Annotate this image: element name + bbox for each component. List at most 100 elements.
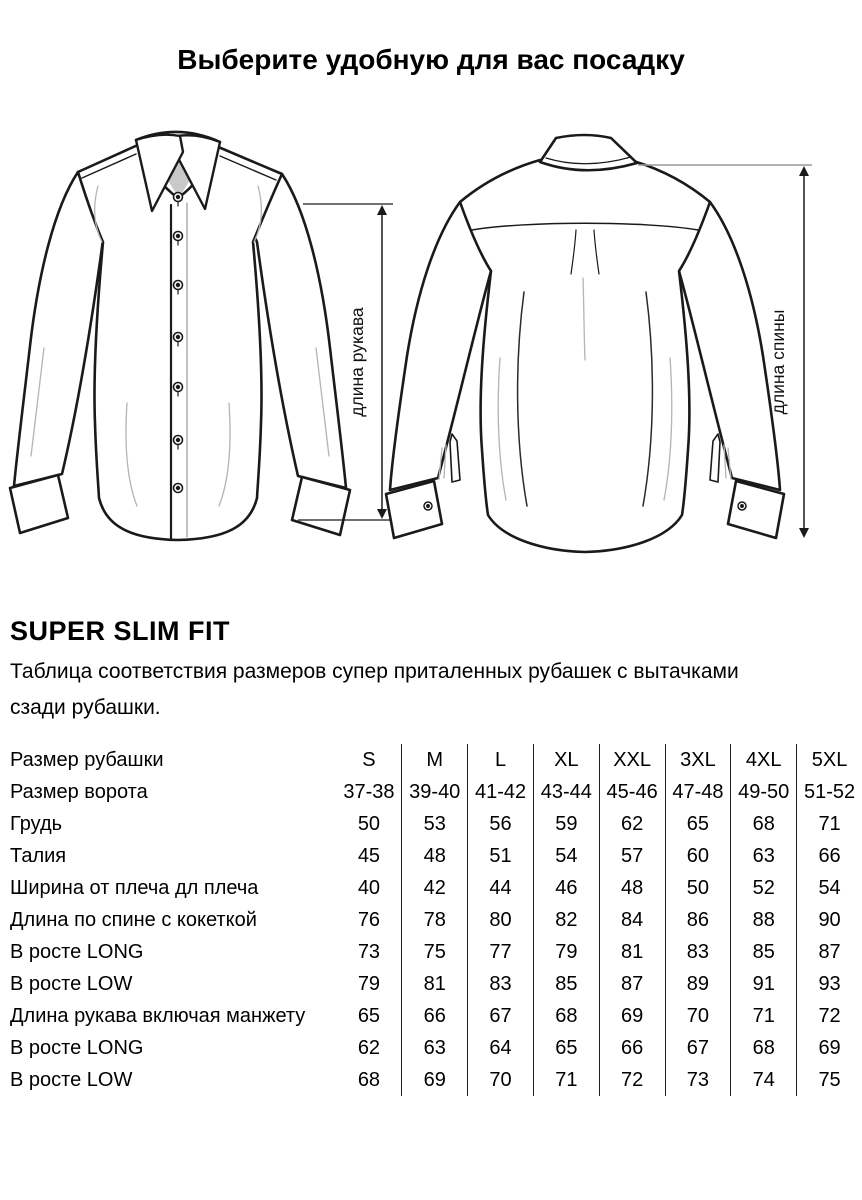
row-label: В росте LOW — [10, 972, 133, 995]
cell-value: 42 — [401, 872, 469, 904]
row-label: Размер рубашки — [10, 748, 164, 771]
cell-value: 60 — [665, 840, 732, 872]
cell-value: 66 — [401, 1000, 469, 1032]
back-collar — [538, 133, 639, 172]
cell-value: 93 — [818, 972, 841, 995]
cell-value: 75 — [818, 1068, 841, 1091]
cell-value: 54 — [533, 840, 600, 872]
cell-value: 54 — [818, 876, 841, 899]
front-right-sleeve — [212, 146, 348, 490]
back-left-dart — [516, 291, 528, 507]
cell-value: 73 — [665, 1064, 732, 1096]
table-row: В росте LOW 68 69 70 71 72 73 74 75 — [10, 1064, 862, 1096]
cell-value: 63 — [730, 840, 798, 872]
cell-value: 88 — [730, 904, 798, 936]
front-shading-lines — [30, 185, 330, 507]
table-row: Талия 45 48 51 54 57 60 63 66 — [10, 840, 862, 872]
cell-value: 82 — [533, 904, 600, 936]
cell-value: 84 — [599, 904, 666, 936]
cell-value: 45-46 — [599, 776, 666, 808]
cell-value: S — [336, 744, 403, 776]
row-label: Размер ворота — [10, 780, 148, 803]
cell-value: XL — [533, 744, 600, 776]
cell-value: 69 — [599, 1000, 666, 1032]
back-right-cuff — [726, 479, 786, 540]
cell-value: 65 — [533, 1032, 600, 1064]
row-label: Ширина от плеча дл плеча — [10, 876, 259, 899]
cell-value: 68 — [533, 1000, 600, 1032]
fit-description-line-1: Таблица соответствия размеров супер прит… — [10, 660, 739, 683]
cell-value: M — [401, 744, 469, 776]
table-row: Размер рубашки S M L XL XXL 3XL 4XL 5XL — [10, 744, 862, 776]
cell-value: 47-48 — [665, 776, 732, 808]
back-right-sleeve-placket — [709, 433, 721, 483]
cell-value: L — [467, 744, 534, 776]
cell-value: 68 — [336, 1064, 403, 1096]
cell-value: 50 — [336, 808, 403, 840]
cell-value: 69 — [818, 1036, 841, 1059]
back-collar-base-line — [545, 156, 632, 165]
cell-value: 85 — [533, 968, 600, 1000]
cell-value: 59 — [533, 808, 600, 840]
cell-value: 83 — [467, 968, 534, 1000]
cell-value: 70 — [665, 1000, 732, 1032]
cell-value: 57 — [599, 840, 666, 872]
cell-value: 68 — [730, 1032, 798, 1064]
fit-heading: SUPER SLIM FIT — [10, 616, 231, 646]
back-pleat-right — [593, 229, 600, 275]
table-row: В росте LONG 73 75 77 79 81 83 85 87 — [10, 936, 862, 968]
cell-value: 75 — [401, 936, 469, 968]
back-length-label: длина спины — [768, 310, 788, 415]
row-label: В росте LONG — [10, 1036, 144, 1059]
cell-value: 45 — [336, 840, 403, 872]
cell-value: 67 — [467, 1000, 534, 1032]
cell-value: 46 — [533, 872, 600, 904]
cell-value: 37-38 — [336, 776, 403, 808]
fit-description-line-2: сзади рубашки. — [10, 696, 161, 719]
cell-value: 73 — [336, 936, 403, 968]
table-row: Грудь 50 53 56 59 62 65 68 71 — [10, 808, 862, 840]
cell-value: 72 — [599, 1064, 666, 1096]
front-left-sleeve — [12, 146, 144, 488]
cell-value: 66 — [599, 1032, 666, 1064]
back-pleat-left — [570, 229, 577, 275]
cell-value: 71 — [818, 812, 841, 835]
cell-value: 81 — [599, 936, 666, 968]
shirt-back-drawing — [384, 133, 786, 554]
cell-value: 3XL — [665, 744, 732, 776]
cell-value: 49-50 — [730, 776, 798, 808]
cell-value: 65 — [665, 808, 732, 840]
cell-value: 79 — [533, 936, 600, 968]
cell-value: 51-52 — [803, 780, 856, 803]
size-table-body: Размер рубашки S M L XL XXL 3XL 4XL 5XL Размер во… — [10, 744, 862, 1096]
back-right-dart — [642, 291, 654, 507]
cell-value: 43-44 — [533, 776, 600, 808]
front-left-shoulder-seam — [81, 153, 137, 179]
cell-value: 74 — [730, 1064, 798, 1096]
back-left-cuff — [384, 479, 444, 540]
row-label: Длина по спине с кокеткой — [10, 908, 257, 931]
back-length-arrow — [638, 164, 812, 538]
cell-value: 39-40 — [401, 776, 469, 808]
cell-value: XXL — [599, 744, 666, 776]
table-row: Длина рукава включая манжету 65 66 67 68 69 70… — [10, 1000, 862, 1032]
row-label: Длина рукава включая манжету — [10, 1004, 306, 1027]
cell-value: 76 — [336, 904, 403, 936]
row-label: В росте LOW — [10, 1068, 133, 1091]
cell-value: 52 — [730, 872, 798, 904]
collar-left-leaf — [134, 133, 185, 213]
front-torso — [76, 142, 284, 542]
cell-value: 40 — [336, 872, 403, 904]
cell-value: 44 — [467, 872, 534, 904]
cell-value: 48 — [401, 840, 469, 872]
front-shirt-buttons — [172, 191, 184, 494]
front-right-shoulder-seam — [219, 155, 277, 181]
cell-value: 72 — [818, 1004, 841, 1027]
cell-value: 86 — [665, 904, 732, 936]
cell-value: 87 — [599, 968, 666, 1000]
cell-value: 66 — [818, 844, 841, 867]
sleeve-length-arrow — [298, 203, 393, 521]
cell-value: 48 — [599, 872, 666, 904]
cell-value: 65 — [336, 1000, 403, 1032]
